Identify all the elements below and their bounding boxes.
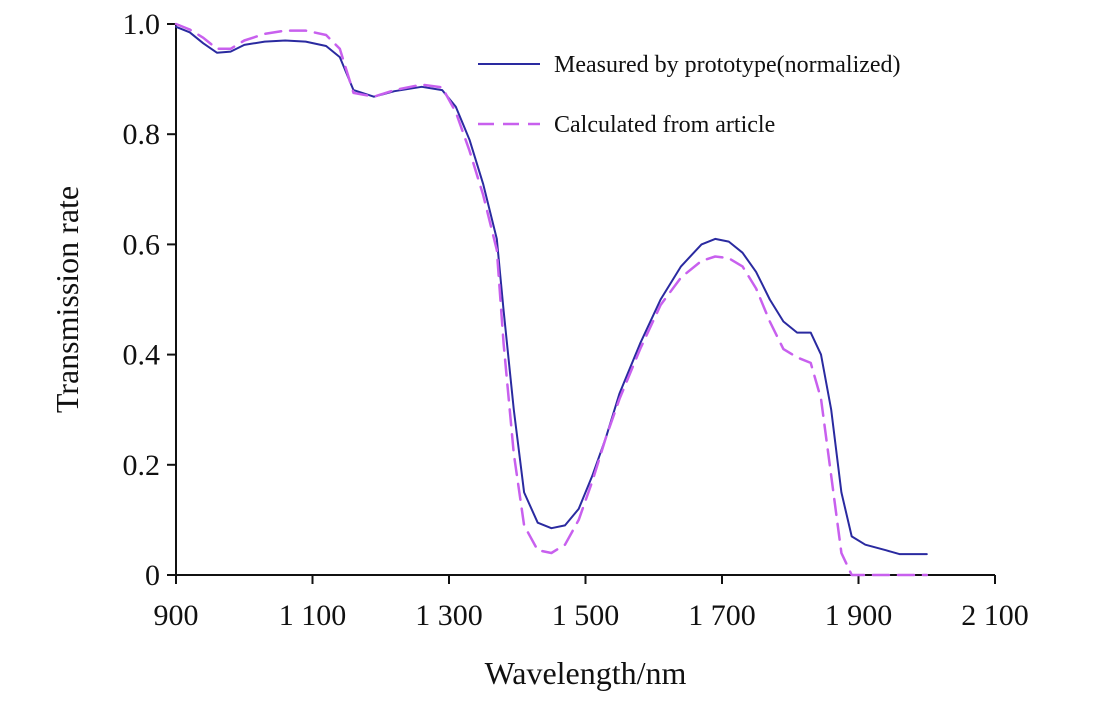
x-tick-label: 1 100 xyxy=(279,599,347,632)
y-tick-label: 0.4 xyxy=(123,339,161,372)
series-calculated-line xyxy=(174,22,929,577)
legend: Measured by prototype(normalized) Calcula… xyxy=(478,52,901,138)
y-tick-label: 0.2 xyxy=(123,449,161,482)
plot-area: 900 1 100 1 300 1 500 1 700 1 900 2 100 0 0.2 0.… xyxy=(123,8,1029,632)
y-tick-label: 1.0 xyxy=(123,8,161,41)
series-layer xyxy=(174,22,929,577)
y-axis-title: Transmission rate xyxy=(49,186,85,413)
y-ticks: 0 0.2 0.4 0.6 0.8 1.0 xyxy=(123,8,176,592)
x-axis-title: Wavelength/nm xyxy=(485,655,687,691)
x-tick-label: 1 700 xyxy=(688,599,756,632)
legend-label: Calculated from article xyxy=(554,112,775,138)
legend-label: Measured by prototype(normalized) xyxy=(554,52,901,78)
y-tick-label: 0.8 xyxy=(123,118,161,151)
x-ticks: 900 1 100 1 300 1 500 1 700 1 900 2 100 xyxy=(154,575,1029,632)
x-tick-label: 2 100 xyxy=(961,599,1029,632)
x-tick-label: 1 300 xyxy=(415,599,483,632)
series-measured-line xyxy=(175,25,928,556)
y-tick-label: 0.6 xyxy=(123,228,161,261)
x-tick-label: 1 900 xyxy=(825,599,893,632)
x-tick-label: 1 500 xyxy=(552,599,620,632)
y-tick-label: 0 xyxy=(145,559,160,592)
x-tick-label: 900 xyxy=(154,599,199,632)
